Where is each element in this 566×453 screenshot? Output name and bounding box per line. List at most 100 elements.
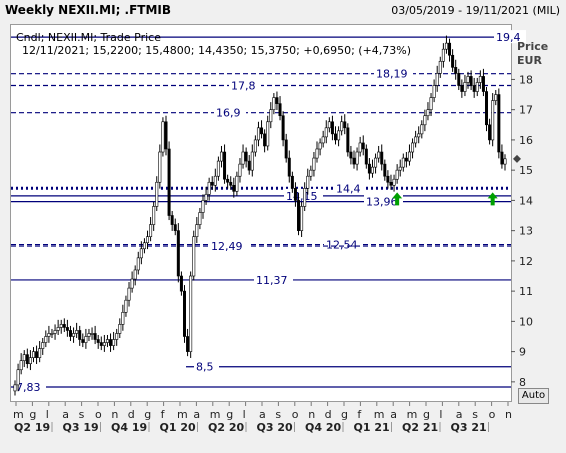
candle-body[interactable]	[244, 151, 248, 162]
candle-body[interactable]	[232, 184, 236, 192]
candle-body[interactable]	[404, 157, 408, 162]
candle-body[interactable]	[472, 85, 476, 92]
candle-body[interactable]	[272, 97, 276, 110]
candle-body[interactable]	[327, 121, 331, 129]
candle-body[interactable]	[68, 330, 72, 337]
candle-body[interactable]	[346, 127, 350, 153]
candle-body[interactable]	[167, 148, 171, 216]
candle-body[interactable]	[189, 275, 193, 352]
candle-body[interactable]	[216, 160, 220, 177]
candle-body[interactable]	[31, 351, 35, 358]
candle-body[interactable]	[238, 163, 242, 177]
candle-body[interactable]	[417, 133, 421, 138]
candle-body[interactable]	[275, 97, 279, 104]
candle-body[interactable]	[78, 330, 82, 340]
candle-body[interactable]	[124, 299, 128, 313]
candle-body[interactable]	[269, 109, 273, 123]
candle-body[interactable]	[13, 384, 17, 392]
candle-body[interactable]	[195, 224, 199, 237]
candle-body[interactable]	[398, 166, 402, 171]
candle-body[interactable]	[164, 121, 168, 150]
candle-body[interactable]	[133, 269, 137, 280]
candle-body[interactable]	[192, 236, 196, 277]
candle-body[interactable]	[87, 333, 91, 337]
candle-body[interactable]	[44, 336, 48, 343]
candle-body[interactable]	[173, 224, 177, 231]
candle-body[interactable]	[41, 342, 45, 349]
candle-body[interactable]	[318, 142, 322, 150]
auto-scale-button[interactable]: Auto	[518, 388, 549, 404]
candle-body[interactable]	[50, 333, 54, 335]
candle-body[interactable]	[420, 124, 424, 135]
candle-body[interactable]	[207, 181, 211, 195]
candle-body[interactable]	[204, 194, 208, 201]
candle-body[interactable]	[56, 327, 60, 331]
candle-body[interactable]	[309, 169, 313, 177]
candle-body[interactable]	[435, 73, 439, 86]
candle-body[interactable]	[407, 151, 411, 162]
candle-body[interactable]	[105, 339, 109, 343]
candle-body[interactable]	[444, 42, 448, 50]
candle-body[interactable]	[121, 311, 125, 325]
candle-body[interactable]	[349, 151, 353, 159]
candle-body[interactable]	[401, 157, 405, 168]
candle-body[interactable]	[247, 160, 251, 171]
candle-body[interactable]	[324, 127, 328, 138]
candle-body[interactable]	[115, 333, 119, 340]
candle-body[interactable]	[423, 115, 427, 126]
candle-body[interactable]	[22, 354, 26, 361]
candle-body[interactable]	[179, 275, 183, 292]
candle-body[interactable]	[109, 339, 113, 346]
candle-body[interactable]	[72, 333, 76, 337]
candle-body[interactable]	[334, 133, 338, 141]
candle-body[interactable]	[278, 103, 282, 117]
candle-body[interactable]	[284, 139, 288, 159]
candle-body[interactable]	[81, 339, 85, 343]
candle-body[interactable]	[158, 151, 162, 183]
candle-body[interactable]	[500, 151, 504, 165]
candle-body[interactable]	[374, 157, 378, 168]
candle-body[interactable]	[281, 115, 285, 141]
candle-body[interactable]	[463, 82, 467, 92]
candle-body[interactable]	[102, 342, 106, 346]
candle-body[interactable]	[210, 181, 214, 186]
candle-body[interactable]	[321, 136, 325, 144]
candle-body[interactable]	[460, 85, 464, 92]
candle-body[interactable]	[219, 151, 223, 162]
candle-body[interactable]	[161, 121, 165, 153]
candle-body[interactable]	[253, 139, 257, 153]
candle-body[interactable]	[136, 257, 140, 271]
candle-body[interactable]	[38, 348, 42, 358]
candle-body[interactable]	[235, 175, 239, 192]
candle-body[interactable]	[377, 151, 381, 159]
candle-body[interactable]	[454, 67, 458, 74]
candle-body[interactable]	[370, 166, 374, 174]
candle-body[interactable]	[386, 175, 390, 183]
candle-body[interactable]	[441, 48, 445, 62]
candle-body[interactable]	[213, 175, 217, 186]
candle-body[interactable]	[337, 130, 341, 141]
candle-body[interactable]	[186, 336, 190, 352]
candle-body[interactable]	[65, 327, 69, 331]
candle-body[interactable]	[59, 324, 63, 328]
candle-body[interactable]	[429, 97, 433, 110]
candle-body[interactable]	[256, 127, 260, 141]
candle-body[interactable]	[457, 73, 461, 86]
candle-body[interactable]	[361, 142, 365, 150]
candle-body[interactable]	[475, 82, 479, 92]
candle-body[interactable]	[25, 354, 29, 365]
candle-body[interactable]	[485, 91, 489, 126]
candle-body[interactable]	[96, 339, 100, 343]
candle-body[interactable]	[142, 242, 146, 250]
candle-body[interactable]	[19, 360, 23, 371]
candle-body[interactable]	[149, 224, 153, 237]
candle-body[interactable]	[395, 169, 399, 180]
candle-body[interactable]	[392, 178, 396, 186]
candle-body[interactable]	[432, 85, 436, 98]
candle-body[interactable]	[340, 121, 344, 132]
candle-body[interactable]	[494, 94, 498, 101]
candle-body[interactable]	[469, 76, 473, 86]
candle-body[interactable]	[306, 175, 310, 189]
candle-body[interactable]	[414, 136, 418, 144]
